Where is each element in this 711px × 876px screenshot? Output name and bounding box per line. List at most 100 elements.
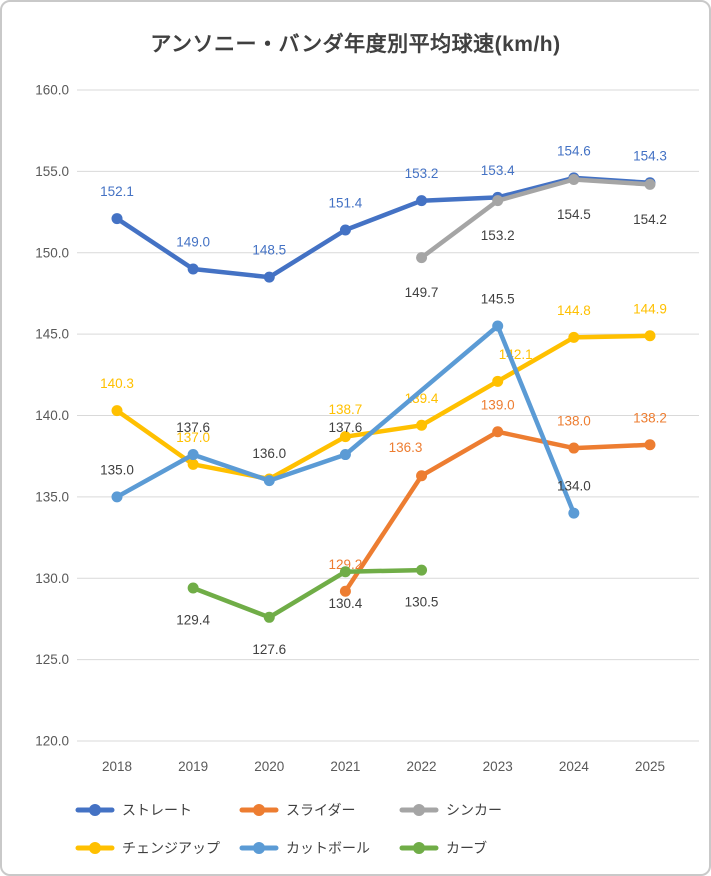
data-point-curve xyxy=(187,582,199,594)
legend-item-straight: ストレート xyxy=(75,802,192,818)
data-point-curve xyxy=(339,566,351,578)
x-axis-tick-label: 2024 xyxy=(559,759,590,774)
data-label-sinker: 154.5 xyxy=(557,207,591,222)
y-axis-tick-label: 150.0 xyxy=(35,245,69,260)
data-point-straight xyxy=(339,224,351,236)
legend-label-changeup: チェンジアップ xyxy=(122,840,220,856)
data-point-straight xyxy=(111,213,123,225)
legend-marker-straight xyxy=(89,804,101,816)
legend-item-cutter: カットボール xyxy=(239,840,370,856)
data-point-slider xyxy=(644,439,656,451)
legend-item-slider: スライダー xyxy=(239,802,355,818)
data-label-curve: 130.5 xyxy=(405,595,439,610)
data-label-cutter: 137.6 xyxy=(329,420,363,435)
x-axis-tick-label: 2018 xyxy=(102,759,132,774)
data-point-straight xyxy=(416,195,428,207)
y-axis-tick-label: 130.0 xyxy=(35,571,69,586)
series-line-changeup xyxy=(114,333,653,482)
data-label-slider: 138.2 xyxy=(633,410,667,425)
x-axis-tick-label: 2023 xyxy=(483,759,513,774)
series-line-slider xyxy=(343,429,653,594)
legend-item-curve: カーブ xyxy=(399,840,487,856)
legend-item-sinker: シンカー xyxy=(399,802,502,818)
legend-marker-slider xyxy=(253,804,265,816)
data-label-straight: 148.5 xyxy=(252,243,286,258)
data-point-cutter xyxy=(263,475,275,487)
data-point-curve xyxy=(263,611,275,623)
x-axis-tick-label: 2025 xyxy=(635,759,665,774)
data-label-sinker: 154.2 xyxy=(633,212,667,227)
series-line-cutter xyxy=(114,323,577,516)
data-label-changeup: 140.3 xyxy=(100,376,134,391)
data-label-cutter: 135.0 xyxy=(100,462,134,477)
data-label-cutter: 137.6 xyxy=(176,420,210,435)
data-label-straight: 153.2 xyxy=(405,166,439,181)
legend-marker-cutter xyxy=(253,842,265,854)
data-point-cutter xyxy=(339,449,351,461)
series-line-sinker xyxy=(419,177,653,260)
data-point-cutter xyxy=(568,507,580,519)
data-label-changeup: 142.1 xyxy=(499,347,533,362)
data-label-changeup: 138.7 xyxy=(329,402,363,417)
data-point-changeup xyxy=(416,419,428,431)
data-point-changeup xyxy=(568,331,580,343)
y-axis-tick-label: 145.0 xyxy=(35,327,69,342)
data-label-slider: 138.0 xyxy=(557,414,591,429)
x-axis-tick-label: 2020 xyxy=(254,759,284,774)
data-label-cutter: 134.0 xyxy=(557,479,591,494)
legend-marker-changeup xyxy=(89,842,101,854)
data-label-slider: 139.0 xyxy=(481,397,515,412)
data-point-sinker xyxy=(416,252,428,264)
data-point-curve xyxy=(416,564,428,576)
y-axis-tick-label: 160.0 xyxy=(35,83,69,98)
legend-label-curve: カーブ xyxy=(446,840,487,856)
data-point-changeup xyxy=(492,375,504,387)
data-label-cutter: 136.0 xyxy=(252,446,286,461)
x-axis-tick-label: 2021 xyxy=(330,759,360,774)
legend-marker-curve xyxy=(413,842,425,854)
data-label-cutter: 145.5 xyxy=(481,291,515,306)
data-point-sinker xyxy=(644,178,656,190)
series-line-straight xyxy=(114,175,653,280)
data-point-changeup xyxy=(111,405,123,417)
data-point-slider xyxy=(568,442,580,454)
data-point-sinker xyxy=(568,174,580,186)
data-label-sinker: 153.2 xyxy=(481,228,515,243)
y-axis-tick-label: 155.0 xyxy=(35,164,69,179)
x-axis-tick-label: 2019 xyxy=(178,759,208,774)
data-point-changeup xyxy=(187,458,199,470)
data-label-straight: 149.0 xyxy=(176,235,210,250)
data-label-changeup: 144.9 xyxy=(633,301,667,316)
legend-label-sinker: シンカー xyxy=(446,802,502,818)
y-axis-tick-label: 120.0 xyxy=(35,734,69,749)
data-point-slider xyxy=(492,426,504,438)
data-point-changeup xyxy=(644,330,656,342)
data-label-straight: 154.6 xyxy=(557,143,591,158)
legend-item-changeup: チェンジアップ xyxy=(75,840,220,856)
data-label-straight: 153.4 xyxy=(481,163,515,178)
data-point-straight xyxy=(263,271,275,283)
data-label-slider: 136.3 xyxy=(389,440,423,455)
data-label-changeup: 137.0 xyxy=(176,430,210,445)
data-label-slider: 129.2 xyxy=(329,557,363,572)
legend-marker-sinker xyxy=(413,804,425,816)
data-label-straight: 154.3 xyxy=(633,148,667,163)
y-axis-tick-label: 135.0 xyxy=(35,489,69,504)
legend-label-cutter: カットボール xyxy=(286,840,370,856)
data-point-straight xyxy=(187,263,199,275)
data-point-slider xyxy=(416,470,428,482)
series-line-curve xyxy=(190,567,424,620)
y-axis-tick-label: 125.0 xyxy=(35,652,69,667)
data-label-changeup: 144.8 xyxy=(557,303,591,318)
data-label-curve: 130.4 xyxy=(329,596,363,611)
data-label-straight: 151.4 xyxy=(329,195,363,210)
data-point-cutter xyxy=(111,491,123,503)
data-point-changeup xyxy=(339,431,351,443)
data-point-cutter xyxy=(187,449,199,461)
y-axis-tick-label: 140.0 xyxy=(35,408,69,423)
data-point-slider xyxy=(339,585,351,597)
data-label-straight: 152.1 xyxy=(100,184,134,199)
data-label-sinker: 149.7 xyxy=(405,285,439,300)
